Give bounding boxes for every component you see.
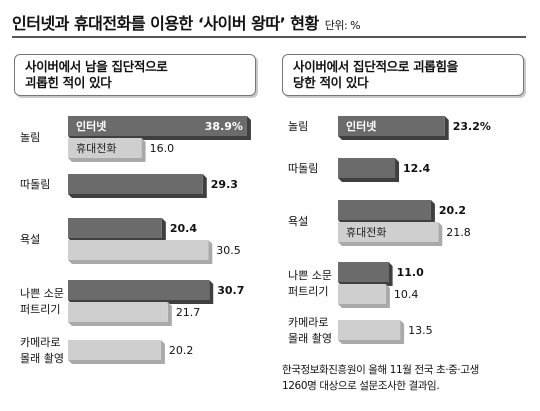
data-label-internet: 20.4 [170,222,197,235]
data-label-mobile: 13.5 [408,324,433,337]
series-label-internet: 인터넷 [76,119,106,133]
bar-shadow-mobile [68,240,213,264]
category-label: 욕설 [20,233,40,246]
data-label-internet: 20.2 [439,204,466,217]
question-text-victim: 사이버에서 집단적으로 괴롭힘을 당한 적이 있다 [293,59,517,91]
category-label-line: 나쁜 소문 [20,287,64,300]
bar-shadow-mobile [68,138,146,162]
bar-mobile [68,302,168,322]
category-label-line: 퍼트리기 [20,303,60,316]
category-label-line: 따돌림 [288,162,318,175]
question-box-perpetrator: 사이버에서 남을 집단적으로 괴롭힌 적이 있다 [14,54,256,96]
page-title: 인터넷과 휴대전화를 이용한 ‘사이버 왕따’ 현황 단위: % [12,10,361,34]
category-label-line: 몰래 촬영 [20,352,64,365]
bar-shadow-mobile [68,340,165,364]
data-label-internet: 29.3 [211,178,238,191]
bar-internet [338,200,431,220]
bar-shadow-internet [338,158,400,182]
bar-shadow-mobile [338,320,405,344]
series-label-mobile: 휴대전화 [346,226,386,239]
bar-shadow-internet [338,262,393,286]
data-label-internet: 12.4 [403,162,430,175]
category-label-line: 따돌림 [20,178,50,191]
unit-label: 단위: % [324,19,361,32]
panel-victim: 사이버에서 집단적으로 괴롭힘을 당한 적이 있다 놀림 인터넷 23.2% 따돌림 1… [276,44,532,409]
data-label-mobile: 10.4 [394,288,419,301]
category-label-line: 놀림 [20,131,40,144]
bar-shadow-mobile [338,284,390,308]
category-label: 따돌림 [20,178,50,191]
question-line-2: 당한 적이 있다 [293,75,369,90]
data-label-internet: 30.7 [217,284,244,297]
category-label: 욕설 [288,215,308,228]
bar-chart-perpetrator: 놀림 인터넷 38.9% 휴대전화 16.0 따돌림 29.3 욕설 20.4 30.5 나쁜 소문… [20,116,251,365]
bar-shadow-internet [68,116,251,140]
footnote-line-2: 1260명 대상으로 설문조사한 결과임. [282,380,440,392]
question-text-perpetrator: 사이버에서 남을 집단적으로 괴롭힌 적이 있다 [25,59,249,91]
title-main: 인터넷과 휴대전화를 이용한 ‘사이버 왕따’ 현황 [12,14,319,33]
footnote-line-1: 한국정보화진흥원이 올해 11월 전국 초·중·고생 [282,364,479,376]
category-label-line: 몰래 촬영 [288,332,332,345]
category-label: 놀림 [20,131,40,144]
title-divider [12,36,526,38]
category-label-line: 욕설 [20,233,40,246]
footnote: 한국정보화진흥원이 올해 11월 전국 초·중·고생 1260명 대상으로 설문… [282,362,532,394]
category-label-line: 놀림 [288,120,308,133]
category-label: 따돌림 [288,162,318,175]
bar-shadow-internet [68,174,207,198]
question-line-2: 괴롭힌 적이 있다 [25,75,112,90]
question-line-1: 사이버에서 남을 집단적으로 [25,59,168,74]
series-label-mobile: 휴대전화 [76,142,116,155]
bar-internet [68,174,203,194]
data-label-mobile: 30.5 [216,244,241,257]
category-label-line: 나쁜 소문 [288,269,332,282]
bar-internet [68,280,210,300]
data-label-mobile: 21.8 [446,226,471,239]
bar-mobile [338,222,439,242]
data-label-mobile: 21.7 [176,306,201,319]
data-label-internet: 38.9% [205,120,243,133]
category-label-line: 카메라로 [20,336,60,349]
bar-internet [338,158,396,178]
data-label-internet: 23.2% [453,120,491,133]
series-label-internet: 인터넷 [346,119,376,133]
category-label: 놀림 [288,120,308,133]
bar-shadow-internet [338,200,435,224]
bar-shadow-internet [68,218,166,242]
bar-shadow-internet [68,280,214,304]
bar-internet [68,218,162,238]
data-label-internet: 11.0 [397,266,424,279]
question-box-victim: 사이버에서 집단적으로 괴롭힘을 당한 적이 있다 [282,54,524,96]
bar-internet [338,262,389,282]
bar-internet [68,116,247,136]
bar-mobile [68,240,209,260]
bar-shadow-mobile [338,222,443,246]
question-line-1: 사이버에서 집단적으로 괴롭힘을 [293,59,458,74]
bar-mobile [338,284,386,304]
bar-shadow-internet [338,116,449,140]
data-label-mobile: 20.2 [169,344,194,357]
bar-mobile [68,138,142,158]
panel-perpetrator: 사이버에서 남을 집단적으로 괴롭힌 적이 있다 놀림 인터넷 38.9% 휴대전화 1… [8,44,266,409]
bar-mobile [68,340,161,360]
category-label-line: 퍼트리기 [288,285,328,298]
bar-shadow-mobile [68,302,172,326]
category-label-line: 욕설 [288,215,308,228]
category-label-line: 카메라로 [288,316,328,329]
bar-mobile [338,320,401,340]
data-label-mobile: 16.0 [150,142,175,155]
bar-internet [338,116,445,136]
